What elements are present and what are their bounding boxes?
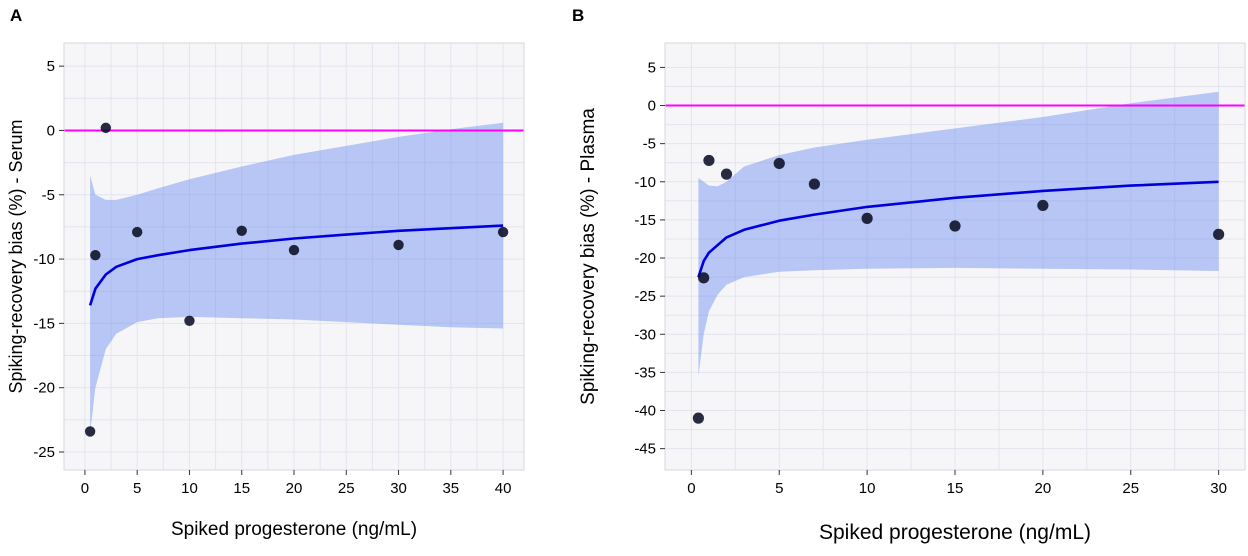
x-tick-label: 30	[1210, 480, 1227, 497]
y-tick-label: 0	[648, 98, 656, 115]
y-axis-title: Spiking-recovery bias (%) - Serum	[6, 119, 26, 393]
y-tick-label: -30	[634, 326, 656, 343]
data-point	[131, 226, 143, 238]
y-tick-label: -40	[634, 403, 656, 420]
y-tick-label: -5	[643, 136, 656, 153]
confidence-band	[90, 122, 504, 433]
x-tick-label: 15	[947, 480, 964, 497]
data-point	[949, 220, 961, 232]
data-point	[808, 178, 820, 190]
data-point	[288, 244, 300, 256]
chart-panel-b: B 0 5 10 15 20 25 30 5 0 -5 -10 -15 -20 -25 -30 -35 -40 -…	[562, 0, 1248, 551]
data-point	[692, 412, 704, 424]
y-tick-label: -25	[634, 288, 656, 305]
x-tick-label: 35	[442, 480, 459, 497]
y-tick-label: -15	[634, 212, 656, 229]
y-tick-label: -35	[634, 364, 656, 381]
data-point	[90, 250, 101, 261]
x-tick-label: 20	[286, 480, 303, 497]
y-tick-label: -5	[42, 187, 55, 204]
x-axis-title: Spiked progesterone (ng/mL)	[819, 521, 1091, 544]
fit-curve	[697, 180, 1219, 278]
data-point	[497, 226, 509, 238]
data-point	[1213, 228, 1225, 240]
data-point	[773, 157, 785, 170]
x-tick-label: 0	[81, 480, 89, 497]
x-tick-label: 5	[133, 480, 141, 497]
y-tick-label: 5	[47, 58, 55, 75]
y-tick-label: -10	[33, 251, 55, 268]
y-tick-label: -20	[33, 380, 55, 397]
confidence-band	[698, 91, 1219, 377]
data-point	[84, 426, 96, 437]
y-tick-label: 5	[648, 59, 656, 76]
y-tick-label: -15	[33, 315, 55, 332]
x-tick-label: 25	[338, 480, 355, 497]
y-tick-label: -45	[634, 441, 656, 458]
data-point	[703, 154, 715, 167]
panel-label-a: A	[10, 6, 22, 25]
chart-b-svg: B 0 5 10 15 20 25 30 5 0 -5 -10 -15 -20 -25 -30 -35 -40 -…	[572, 6, 1246, 544]
data-point	[698, 272, 710, 284]
y-tick-label: -25	[33, 444, 55, 461]
data-point	[720, 168, 733, 180]
x-tick-label: 40	[495, 480, 512, 497]
data-point	[236, 225, 247, 236]
x-tick-label: 5	[775, 480, 783, 497]
x-tick-label: 15	[233, 480, 250, 497]
data-point	[100, 122, 112, 134]
panel-label-b: B	[572, 6, 584, 25]
data-point	[861, 212, 873, 224]
data-point	[184, 315, 195, 327]
data-point	[393, 239, 404, 251]
x-tick-label: 0	[687, 480, 695, 497]
x-tick-label: 10	[859, 480, 876, 497]
fit-curve	[88, 224, 504, 306]
chart-panel-a: A 0 5 10 15 20 25 30 35 40 5 0 -5 -10 -15 -20 -25 Spiked…	[0, 0, 620, 551]
x-tick-label: 10	[181, 480, 198, 497]
y-axis-title: Spiking-recovery bias (%) - Plasma	[578, 108, 599, 405]
x-tick-label: 20	[1035, 480, 1052, 497]
y-tick-label: -20	[634, 250, 656, 267]
x-axis-title: Spiked progesterone (ng/mL)	[171, 519, 417, 540]
x-tick-label: 30	[390, 480, 407, 497]
y-tick-label: -10	[634, 174, 656, 191]
chart-a-svg: A 0 5 10 15 20 25 30 35 40 5 0 -5 -10 -15 -20 -25 Spiked…	[6, 6, 525, 540]
data-point	[1037, 199, 1049, 212]
y-tick-label: 0	[47, 122, 55, 139]
x-tick-label: 25	[1122, 480, 1139, 497]
